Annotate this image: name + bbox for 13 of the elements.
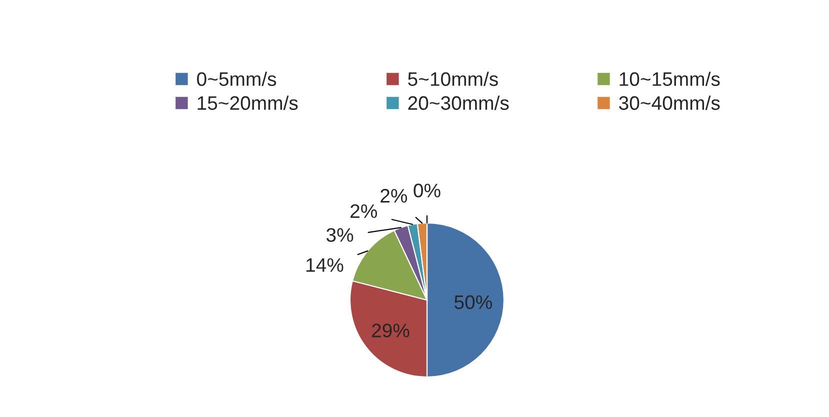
text: 0% <box>414 184 440 198</box>
legend-label: 0~5mm/s <box>197 72 276 86</box>
legend-label: 10~15mm/s <box>620 72 720 86</box>
data-label: 3% <box>326 228 354 242</box>
legend-label: 20~30mm/s <box>408 96 509 110</box>
legend-label: 30~40mm/s <box>619 96 720 110</box>
data-label: 14% <box>306 258 344 272</box>
legend-label: 5~10mm/s <box>408 72 498 86</box>
data-label: 50% <box>454 295 492 310</box>
legend-label: 15~20mm/s <box>198 96 298 110</box>
data-label: 2% <box>350 204 377 218</box>
data-label: 2% <box>380 188 408 203</box>
data-label: 29% <box>372 324 410 338</box>
